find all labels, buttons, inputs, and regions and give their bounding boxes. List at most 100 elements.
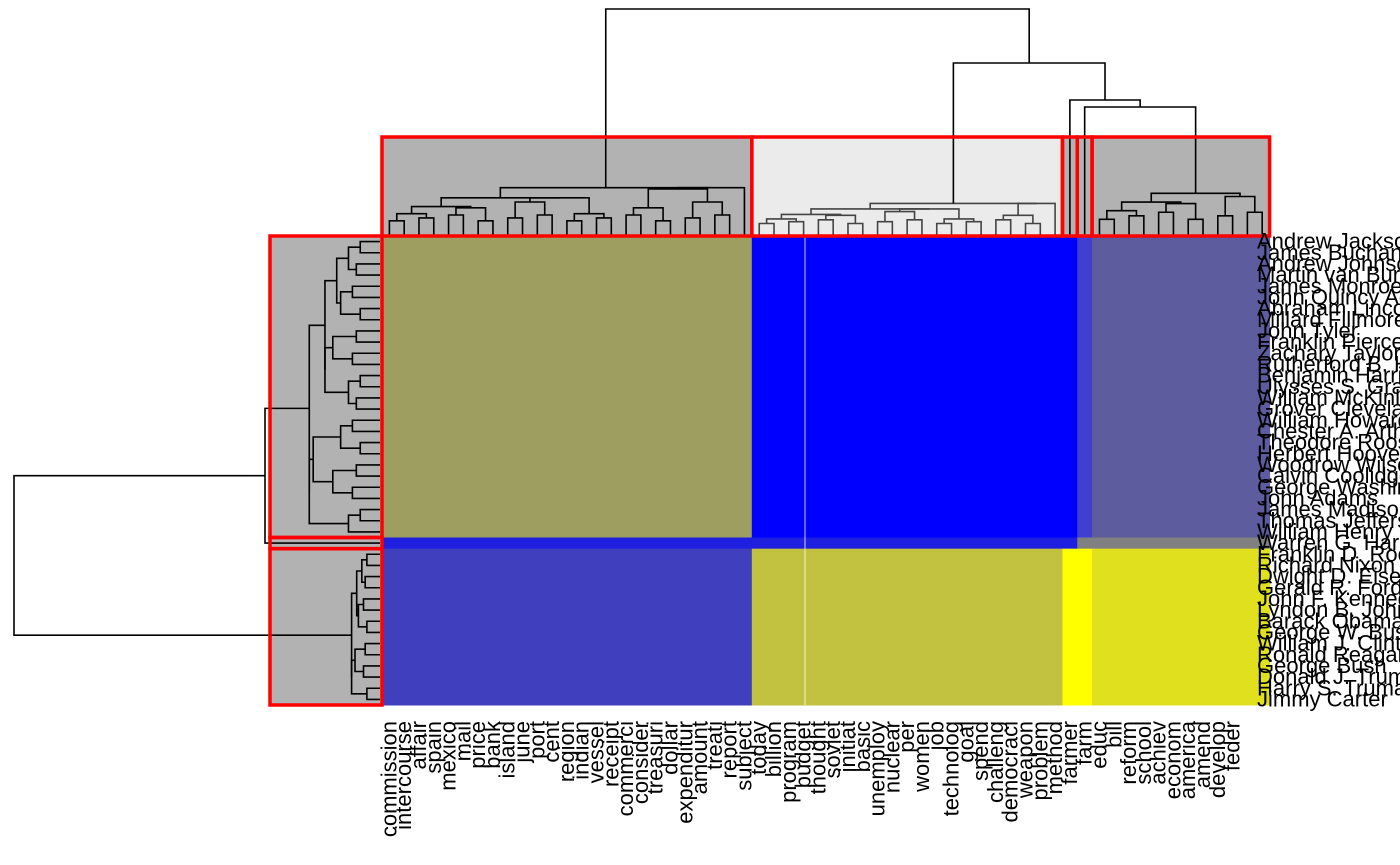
column-label: achiev <box>1146 721 1171 785</box>
column-label: initiat <box>835 721 860 772</box>
column-label: region <box>554 721 579 782</box>
heatmap-cells <box>382 236 1271 706</box>
row-label: John F. Kennedy <box>1257 586 1400 611</box>
column-label: program <box>776 721 801 803</box>
row-label: James Buchanan <box>1257 240 1400 265</box>
column-label: vessel <box>584 721 609 783</box>
column-cluster-background <box>382 137 752 236</box>
heatmap-cell <box>751 537 1063 550</box>
row-label: Richard Nixon <box>1257 552 1395 577</box>
column-label: method <box>1042 721 1067 794</box>
row-label: William Howard Taft <box>1257 407 1400 432</box>
row-label: Martin van Buren <box>1257 262 1400 287</box>
row-label: Lyndon B. Johnson <box>1257 597 1400 622</box>
row-cluster-border <box>268 546 384 707</box>
column-label: port <box>524 721 549 759</box>
row-label: William McKinley <box>1257 385 1400 410</box>
row-label: Millard Fillmore <box>1257 307 1400 332</box>
row-label: William Henry Harrison <box>1257 519 1400 544</box>
column-label: women <box>909 721 934 793</box>
dendrogram-link <box>440 196 560 207</box>
column-label: commission <box>376 721 401 837</box>
column-label: indian <box>569 721 594 780</box>
row-label: George Washington <box>1257 474 1400 499</box>
column-label: farm <box>1072 721 1097 765</box>
column-label: report <box>717 721 742 778</box>
column-label: spend <box>968 721 993 781</box>
column-label: amend <box>1190 721 1215 788</box>
row-label: Barack Obama <box>1257 608 1400 633</box>
column-label: per <box>894 721 919 753</box>
row-label: Franklin Pierce <box>1257 329 1400 354</box>
column-label: nuclear <box>879 721 904 793</box>
row-label: John Quincy Adams <box>1257 284 1400 309</box>
column-label: technolog <box>939 721 964 816</box>
heatmap-cell <box>1062 537 1078 550</box>
row-label: John Tyler <box>1257 318 1358 343</box>
heatmap-cell <box>1062 236 1078 538</box>
column-label: farmer <box>1057 721 1082 785</box>
column-label: develop <box>1205 721 1230 798</box>
row-label: Abraham Lincoln <box>1257 296 1400 321</box>
heatmap-cell <box>751 548 1063 706</box>
row-label: Thomas Jefferson <box>1257 508 1400 533</box>
column-label: bill <box>1101 721 1126 748</box>
row-label: Theodore Roosevelt <box>1257 430 1400 455</box>
row-label: Rutherford B. Hayes <box>1257 351 1400 376</box>
column-label: goal <box>953 721 978 763</box>
column-label: weapon <box>1013 721 1038 799</box>
heatmap-cell <box>1077 537 1093 550</box>
column-label: problem <box>1027 721 1052 800</box>
column-label: soviet <box>820 721 845 778</box>
dendrogram-link <box>499 186 712 198</box>
column-label: cent <box>539 721 564 763</box>
column-label: amount <box>687 721 712 794</box>
column-label: feder <box>1220 721 1245 771</box>
row-labels: Andrew JacksonJames BuchananAndrew Johns… <box>1257 229 1400 712</box>
column-label: mail <box>450 721 475 761</box>
dendrogram-link <box>869 202 1037 209</box>
row-label: William J. Clinton <box>1257 631 1400 656</box>
column-label: econom <box>1160 721 1185 799</box>
column-cluster-background <box>1092 137 1270 236</box>
column-label: expenditur <box>672 721 697 824</box>
row-label: Harry S. Truman <box>1257 675 1400 700</box>
heatmap-cell <box>1077 236 1093 538</box>
heatmap-cell <box>751 236 1063 538</box>
row-label: Andrew Jackson <box>1257 229 1400 254</box>
column-label: receipt <box>598 721 623 787</box>
column-label: unemploy <box>865 721 890 816</box>
column-label: job <box>924 721 949 751</box>
column-label: democraci <box>998 721 1023 822</box>
column-label: dollar <box>657 721 682 775</box>
column-cluster-borders <box>380 135 1272 238</box>
dendrogram-link <box>810 208 930 215</box>
row-label: Ronald Reagan <box>1257 642 1400 667</box>
column-label: today <box>746 721 771 775</box>
column-label: island <box>495 721 520 778</box>
row-dendrogram <box>13 240 380 701</box>
column-labels: commissionintercourseaffairspainmexicoma… <box>376 720 1244 837</box>
row-label: Zachary Taylor <box>1257 340 1400 365</box>
dendrogram-link <box>1128 214 1145 236</box>
column-cluster-border <box>1090 135 1272 238</box>
column-label: challeng <box>983 721 1008 803</box>
row-label: James Madison <box>1257 497 1400 522</box>
dendrogram-link <box>350 592 357 678</box>
column-label: consider <box>628 721 653 804</box>
dendrogram-link <box>13 474 352 637</box>
row-label: Warren G. Harding <box>1257 530 1400 555</box>
dendrogram-link <box>604 8 1030 188</box>
heatmap-cell <box>1092 548 1271 706</box>
column-label: affair <box>406 721 431 770</box>
heatmap-cell <box>1077 548 1093 706</box>
row-cluster-borders <box>268 234 384 707</box>
row-label: Andrew Johnson <box>1257 251 1400 276</box>
row-label: Jimmy Carter <box>1257 686 1388 711</box>
column-label: thought <box>805 721 830 794</box>
column-label: spain <box>421 721 446 774</box>
column-label: commerci <box>613 721 638 816</box>
column-label: billion <box>761 721 786 777</box>
column-label: treasuri <box>643 721 668 794</box>
heatmap-cell <box>382 548 753 706</box>
